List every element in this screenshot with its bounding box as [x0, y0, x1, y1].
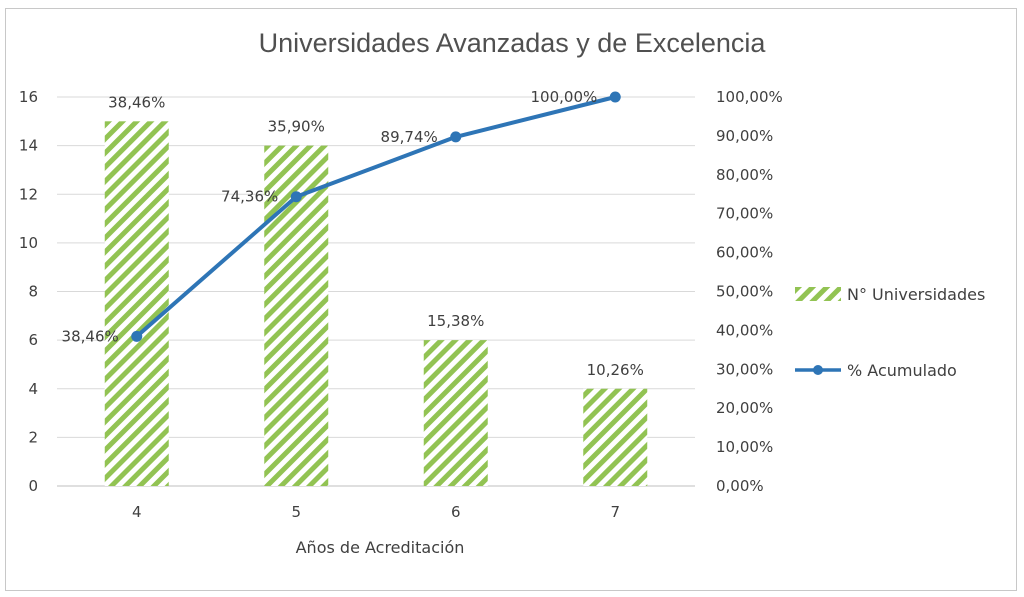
- bar-data-label: 35,90%: [268, 118, 325, 136]
- y-right-tick-label: 20,00%: [716, 399, 773, 417]
- line-data-label: 89,74%: [381, 128, 438, 146]
- legend-swatch-line: [795, 365, 841, 375]
- y-right-tick-label: 30,00%: [716, 360, 773, 378]
- line-point: [290, 191, 302, 203]
- y-right-tick-label: 50,00%: [716, 283, 773, 301]
- bar-data-label: 38,46%: [108, 93, 165, 111]
- line-point: [450, 131, 462, 143]
- cumulative-line: [135, 95, 616, 338]
- bar: [423, 340, 488, 486]
- y-left-tick-label: 4: [28, 380, 38, 398]
- y-right-tick-label: 60,00%: [716, 244, 773, 262]
- bar: [264, 145, 329, 486]
- legend-label-bars: N° Universidades: [847, 284, 986, 304]
- line-point: [609, 91, 621, 103]
- y-right-tick-label: 0,00%: [716, 477, 764, 495]
- y-left-tick-label: 8: [28, 283, 38, 301]
- y-left-tick-label: 6: [28, 331, 38, 349]
- y-right-tick-label: 40,00%: [716, 321, 773, 339]
- line-data-label: 38,46%: [62, 327, 119, 345]
- y-left-tick-label: 10: [19, 234, 38, 252]
- chart-frame: [5, 8, 1017, 591]
- y-left-tick-label: 14: [19, 137, 38, 155]
- y-left-tick-label: 2: [28, 428, 38, 446]
- y-right-tick-label: 70,00%: [716, 205, 773, 223]
- bar-data-label: 10,26%: [587, 361, 644, 379]
- line-data-label: 74,36%: [221, 188, 278, 206]
- legend-item-line: % Acumulado: [795, 360, 957, 380]
- chart-title: Universidades Avanzadas y de Excelencia: [258, 28, 766, 58]
- y-right-tick-label: 100,00%: [716, 88, 783, 106]
- y-left-tick-label: 0: [28, 477, 38, 495]
- legend-label-line: % Acumulado: [847, 360, 957, 380]
- line-point: [131, 330, 143, 342]
- y-right-tick-label: 90,00%: [716, 127, 773, 145]
- bar-data-label: 15,38%: [427, 312, 484, 330]
- bar: [104, 121, 169, 486]
- bar: [583, 388, 648, 486]
- x-tick-label: 7: [610, 503, 620, 521]
- x-tick-label: 5: [291, 503, 301, 521]
- line-data-label: 100,00%: [531, 88, 598, 106]
- y-left-tick-label: 16: [19, 88, 38, 106]
- x-tick-label: 6: [451, 503, 461, 521]
- x-axis-label: Años de Acreditación: [295, 538, 465, 557]
- y-right-tick-label: 80,00%: [716, 166, 773, 184]
- legend-item-bars: N° Universidades: [795, 284, 985, 304]
- y-right-tick-label: 10,00%: [716, 438, 773, 456]
- legend-swatch-bars: [795, 287, 841, 301]
- x-tick-label: 4: [132, 503, 142, 521]
- y-left-tick-label: 12: [19, 185, 38, 203]
